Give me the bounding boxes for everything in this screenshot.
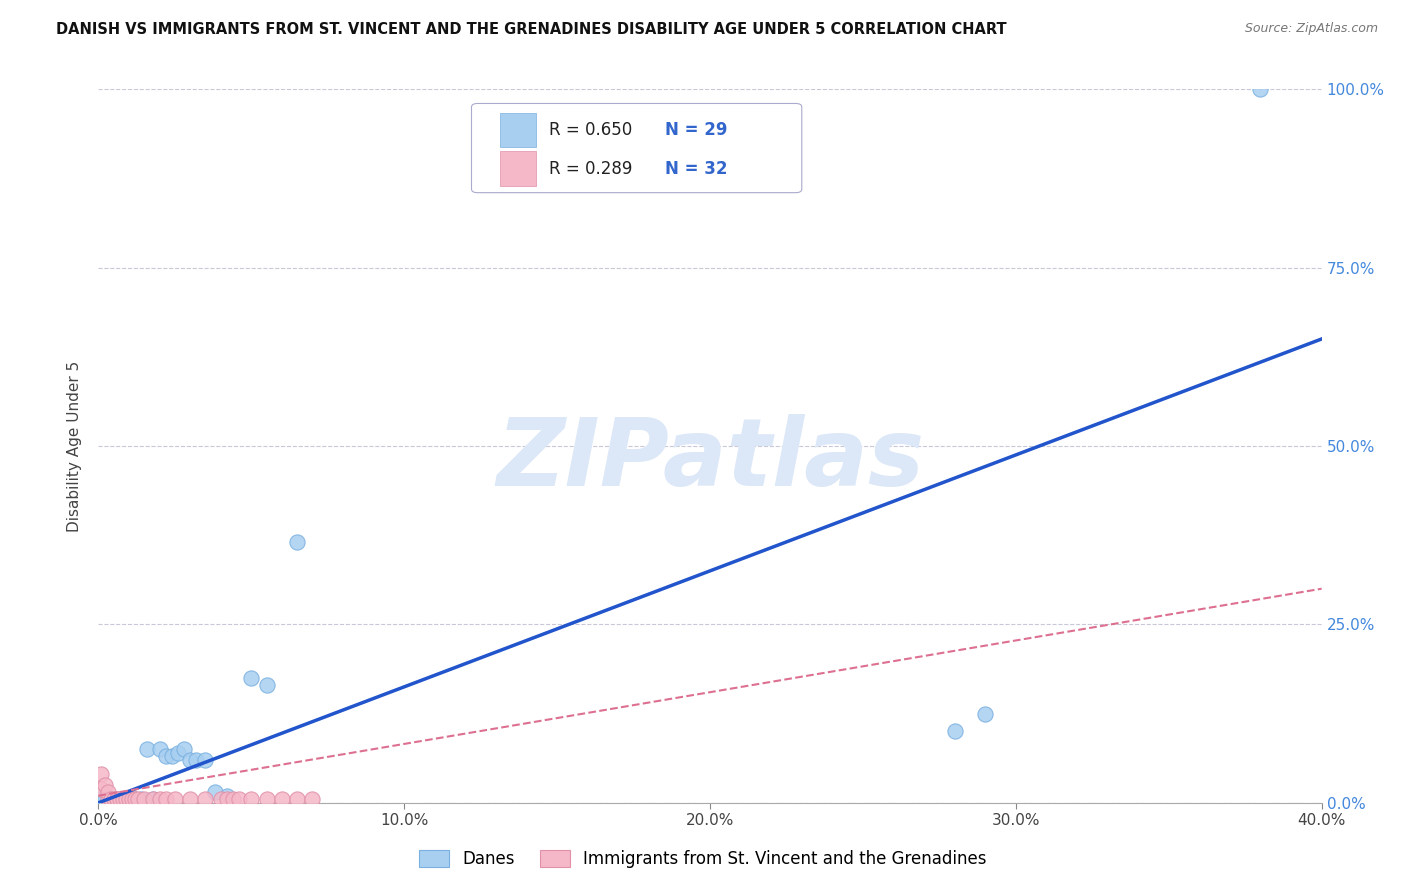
Point [105, 792, 128, 806]
Point [173, 742, 195, 756]
Point [100, 792, 122, 806]
Point [124, 792, 146, 806]
Point [186, 753, 208, 767]
Point [97, 792, 120, 806]
Point [215, 792, 238, 806]
Point [90, 792, 112, 806]
Point [115, 792, 138, 806]
Point [155, 792, 177, 806]
Text: Source: ZipAtlas.com: Source: ZipAtlas.com [1244, 22, 1378, 36]
Point [179, 792, 201, 806]
Point [97, 792, 120, 806]
Point [301, 792, 323, 806]
FancyBboxPatch shape [499, 113, 536, 147]
Point [204, 785, 226, 799]
Point [105, 792, 128, 806]
Point [129, 792, 152, 806]
Point [108, 792, 131, 806]
Text: ZIPatlas: ZIPatlas [496, 414, 924, 507]
Point [256, 792, 278, 806]
Legend: Danes, Immigrants from St. Vincent and the Grenadines: Danes, Immigrants from St. Vincent and t… [412, 843, 994, 875]
Point [93, 792, 115, 806]
Point [100, 792, 122, 806]
Point [974, 706, 997, 721]
Point [194, 792, 217, 806]
Point [142, 792, 165, 806]
Point [105, 792, 128, 806]
Point [111, 792, 134, 806]
Point [1249, 82, 1271, 96]
Text: R = 0.650: R = 0.650 [548, 121, 631, 139]
Point [194, 753, 217, 767]
Point [103, 792, 125, 806]
Point [90, 767, 112, 781]
Point [167, 746, 190, 760]
FancyBboxPatch shape [499, 152, 536, 186]
Point [179, 753, 201, 767]
Point [124, 792, 146, 806]
Point [134, 792, 156, 806]
Point [240, 671, 263, 685]
Point [90, 781, 112, 796]
Text: DANISH VS IMMIGRANTS FROM ST. VINCENT AND THE GRENADINES DISABILITY AGE UNDER 5 : DANISH VS IMMIGRANTS FROM ST. VINCENT AN… [56, 22, 1007, 37]
Point [943, 724, 966, 739]
Text: R = 0.289: R = 0.289 [548, 160, 631, 178]
Point [142, 792, 165, 806]
Point [240, 792, 263, 806]
Point [118, 792, 141, 806]
Point [270, 792, 292, 806]
Point [163, 792, 186, 806]
Point [209, 792, 232, 806]
Point [222, 792, 245, 806]
Point [127, 792, 149, 806]
Point [108, 792, 131, 806]
Point [215, 789, 238, 803]
Point [160, 749, 183, 764]
Point [256, 678, 278, 692]
Point [149, 792, 172, 806]
Point [155, 749, 177, 764]
Point [149, 742, 172, 756]
Point [285, 535, 308, 549]
Point [111, 792, 134, 806]
Y-axis label: Disability Age Under 5: Disability Age Under 5 [67, 360, 83, 532]
Point [93, 778, 115, 792]
Point [121, 792, 143, 806]
Point [97, 785, 120, 799]
FancyBboxPatch shape [471, 103, 801, 193]
Text: N = 29: N = 29 [665, 121, 727, 139]
Point [103, 792, 125, 806]
Point [136, 742, 159, 756]
Point [118, 792, 141, 806]
Point [285, 792, 308, 806]
Point [228, 792, 250, 806]
Text: N = 32: N = 32 [665, 160, 727, 178]
